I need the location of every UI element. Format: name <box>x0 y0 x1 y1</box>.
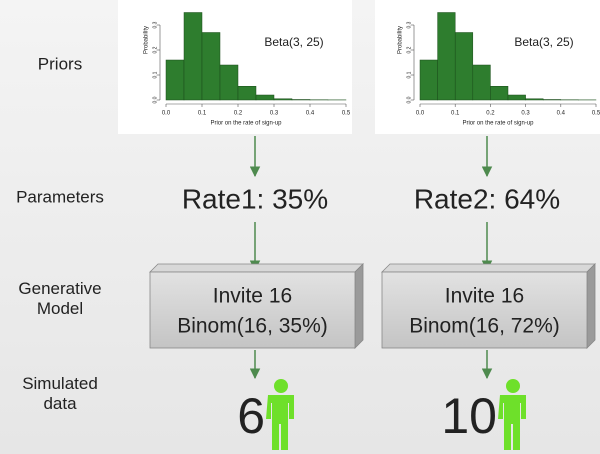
box-front <box>149 271 356 349</box>
model-line: Invite 16 <box>213 285 292 308</box>
row-label: Generative Model <box>18 279 101 318</box>
histogram-bar <box>525 98 544 101</box>
box-top <box>149 263 364 273</box>
x-axis-label: Prior on the rate of sign-up <box>462 121 534 127</box>
model-line: Binom(16, 72%) <box>409 315 560 338</box>
y-tick-label: 0.3 <box>152 21 158 28</box>
y-tick-label: 0.0 <box>152 96 158 103</box>
x-axis-label: Prior on the rate of sign-up <box>210 121 282 127</box>
row-label: Priors <box>38 54 82 73</box>
y-tick-label: 0.2 <box>152 46 158 53</box>
histogram-bar <box>419 59 438 101</box>
person-head <box>274 379 288 393</box>
box-side <box>354 263 364 349</box>
histogram-bar <box>183 12 203 101</box>
x-tick-label: 0.1 <box>198 111 207 117</box>
histogram-bar <box>273 98 293 101</box>
person-head <box>506 379 520 393</box>
histogram-bar <box>237 86 257 101</box>
parameter: Rate1: 35% <box>182 183 328 214</box>
histogram-bar <box>291 99 311 101</box>
prior-label: Beta(3, 25) <box>514 35 573 49</box>
y-tick-label: 0.3 <box>406 21 412 28</box>
person-body <box>266 395 294 450</box>
x-tick-label: 0.1 <box>451 111 460 117</box>
histogram-bar <box>201 32 221 101</box>
x-tick-label: 0.5 <box>592 111 600 117</box>
model-line: Invite 16 <box>445 285 524 308</box>
result: 6 <box>237 388 265 444</box>
x-tick-label: 0.2 <box>234 111 243 117</box>
histogram-bar <box>219 64 239 101</box>
x-tick-label: 0.3 <box>270 111 279 117</box>
y-tick-label: 0.2 <box>406 46 412 53</box>
x-tick-label: 0.4 <box>306 111 315 117</box>
x-tick-label: 0.2 <box>486 111 495 117</box>
y-tick-label: 0.1 <box>406 71 412 78</box>
histogram-bar <box>454 32 474 101</box>
parameter: Rate2: 64% <box>414 183 560 214</box>
y-tick-label: 0.0 <box>406 96 412 103</box>
y-axis-label: Probability <box>144 26 150 54</box>
box-top <box>381 263 596 273</box>
box-front <box>381 271 588 349</box>
histogram-bar <box>437 12 456 101</box>
model-line: Binom(16, 35%) <box>177 315 328 338</box>
row-label: Parameters <box>16 187 104 206</box>
y-tick-label: 0.1 <box>152 71 158 78</box>
prior-label: Beta(3, 25) <box>264 35 323 49</box>
x-tick-label: 0.3 <box>521 111 530 117</box>
histogram-bar <box>490 86 509 101</box>
person-body <box>498 395 526 450</box>
histogram-bar <box>165 59 185 101</box>
x-tick-label: 0.5 <box>342 111 351 117</box>
box-side <box>586 263 596 349</box>
histogram-bar <box>255 94 275 101</box>
histogram-bar <box>542 99 562 101</box>
x-tick-label: 0.0 <box>162 111 171 117</box>
histogram-bar <box>472 64 491 101</box>
x-tick-label: 0.4 <box>557 111 566 117</box>
y-axis-label: Probability <box>398 26 404 54</box>
row-label: Simulated data <box>22 374 98 413</box>
x-tick-label: 0.0 <box>416 111 425 117</box>
result: 10 <box>441 388 497 444</box>
histogram-bar <box>507 94 526 101</box>
